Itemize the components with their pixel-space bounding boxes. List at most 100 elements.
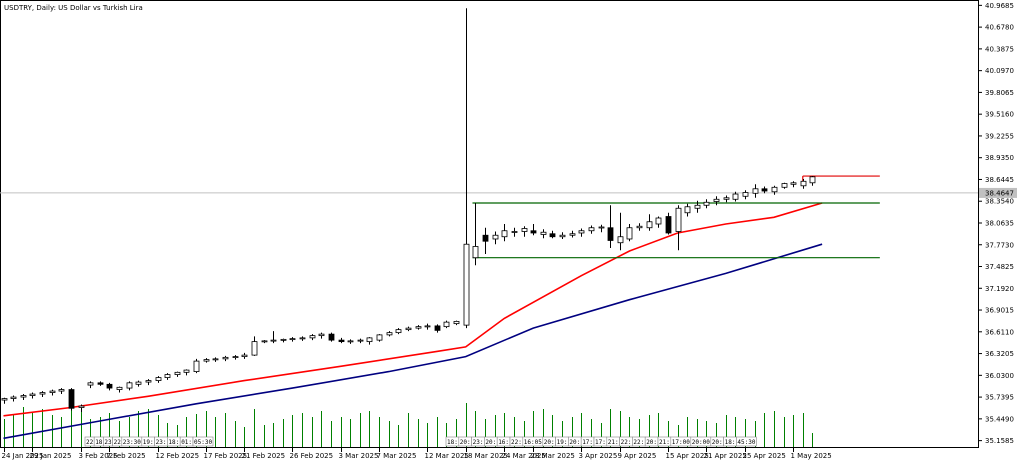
volume-tag-text: 20: <box>460 439 471 446</box>
candle-bull <box>347 340 354 343</box>
time-tick-label: 7 Mar 2025 <box>377 452 417 460</box>
candle-bull <box>299 337 306 340</box>
volume-tag-text: 23:30 <box>123 439 141 446</box>
price-tick-label: 38.9350 <box>985 154 1014 162</box>
candle-bull <box>626 227 633 240</box>
price-tick-label: 39.2255 <box>985 132 1014 140</box>
volume-tag-text: 20: <box>569 439 580 446</box>
price-tick-label: 40.0970 <box>985 67 1014 75</box>
candle-bull <box>646 221 653 229</box>
time-tick-label: 12 Mar 2025 <box>425 452 469 460</box>
candle-bull <box>155 377 162 381</box>
candle-bear <box>434 325 441 331</box>
time-tick-label: 26 Feb 2025 <box>290 452 334 460</box>
candle-bull <box>289 338 296 341</box>
candle-bear <box>665 216 672 234</box>
candle-bull <box>569 233 576 236</box>
volume-tag-text: 18: <box>447 439 458 446</box>
candle-bull <box>463 243 470 326</box>
price-tick-label: 39.5160 <box>985 111 1014 119</box>
candle-bull <box>87 382 94 386</box>
volume-tag-text: 16: <box>498 439 509 446</box>
ma-fast-line <box>3 202 823 417</box>
candle-bull <box>511 231 518 233</box>
candle-bull <box>732 193 739 200</box>
candle-bull <box>135 381 142 385</box>
time-tick-label: 24 Mar 2025 <box>502 452 546 460</box>
volume-tag-text: 20: <box>544 439 555 446</box>
price-tick-label: 36.3205 <box>985 350 1014 358</box>
time-tick-label: 12 Feb 2025 <box>156 452 200 460</box>
price-tick-label: 35.4490 <box>985 415 1014 423</box>
price-tick-label: 35.1585 <box>985 437 1014 445</box>
candle-bull <box>280 338 287 341</box>
candle-bull <box>684 206 691 214</box>
candle-bull <box>116 386 123 390</box>
volume-tag-text: 01: <box>181 439 192 446</box>
candle-bull <box>376 334 383 341</box>
candle-bull <box>174 371 181 375</box>
time-tick-label: 7 Feb 2025 <box>107 452 146 460</box>
candle-bull <box>521 228 528 232</box>
candle-bull <box>723 197 730 200</box>
candle-bull <box>270 339 277 342</box>
chart-title: USDTRY, Daily: US Dollar vs Turkish Lira <box>4 4 143 12</box>
candle-bull <box>781 183 788 188</box>
candle-bear <box>761 188 768 192</box>
price-tick-label: 36.0300 <box>985 372 1014 380</box>
candle-bull <box>58 389 65 392</box>
volume-tag-text: 17: <box>595 439 606 446</box>
time-tick-label: 29 Jan 2025 <box>30 452 72 460</box>
candle-bull <box>126 382 133 389</box>
volume-tag-text: 22 <box>114 439 122 446</box>
time-tick-label: 3 Feb 2025 <box>79 452 118 460</box>
candle-bull <box>1 398 8 401</box>
candle-bull <box>588 227 595 232</box>
time-tick-label: 3 Apr 2025 <box>579 452 618 460</box>
volume-tag-text: 20: <box>485 439 496 446</box>
volume-tag-text: 23: <box>156 439 167 446</box>
candle-bear <box>549 233 556 238</box>
candle-bull <box>492 234 499 240</box>
time-tick-label: 24 Jan 2025 <box>2 452 44 460</box>
candle-bear <box>106 383 113 389</box>
candle-bull <box>49 390 56 393</box>
time-tick-label: 3 Mar 2025 <box>339 452 379 460</box>
price-tick-label: 35.7395 <box>985 394 1014 402</box>
candle-bull <box>241 354 248 358</box>
candle-bull <box>212 358 219 361</box>
candle-bull <box>598 226 605 229</box>
volume-tag-box <box>736 436 757 447</box>
volume-tag-text: 19: <box>557 439 568 446</box>
price-tick-label: 38.0635 <box>985 219 1014 227</box>
candle-bull <box>809 176 816 184</box>
price-tick-label: 38.6445 <box>985 176 1014 184</box>
candle-bull <box>357 339 364 342</box>
candle-bull <box>559 234 566 238</box>
candle-bull <box>453 320 460 325</box>
volume-tag-text: 05:30 <box>194 439 212 446</box>
candle-bull <box>318 333 325 337</box>
volume-tag-text: 17: <box>582 439 593 446</box>
candle-bull <box>10 396 17 399</box>
price-tick-label: 37.7730 <box>985 241 1014 249</box>
time-tick-label: 17 Feb 2025 <box>204 452 248 460</box>
volume-tag-text: 23 <box>104 439 112 446</box>
candle-bear <box>328 333 335 341</box>
moving-averages <box>3 202 823 440</box>
candle-bull <box>742 192 749 197</box>
time-tick-label: 9 Apr 2025 <box>618 452 657 460</box>
candle-bull <box>222 356 229 360</box>
candle-bull <box>164 374 171 378</box>
candle-bull <box>261 340 268 343</box>
volume-tag-text: 20:00 <box>692 439 710 446</box>
time-tick-label: 18 Mar 2025 <box>464 452 508 460</box>
volume-tag-text: 22 <box>86 439 94 446</box>
candle-bull <box>78 405 85 408</box>
candle-bull <box>540 231 547 235</box>
volume-tag-text: 16:05 <box>524 439 542 446</box>
candle-bear <box>607 227 614 241</box>
